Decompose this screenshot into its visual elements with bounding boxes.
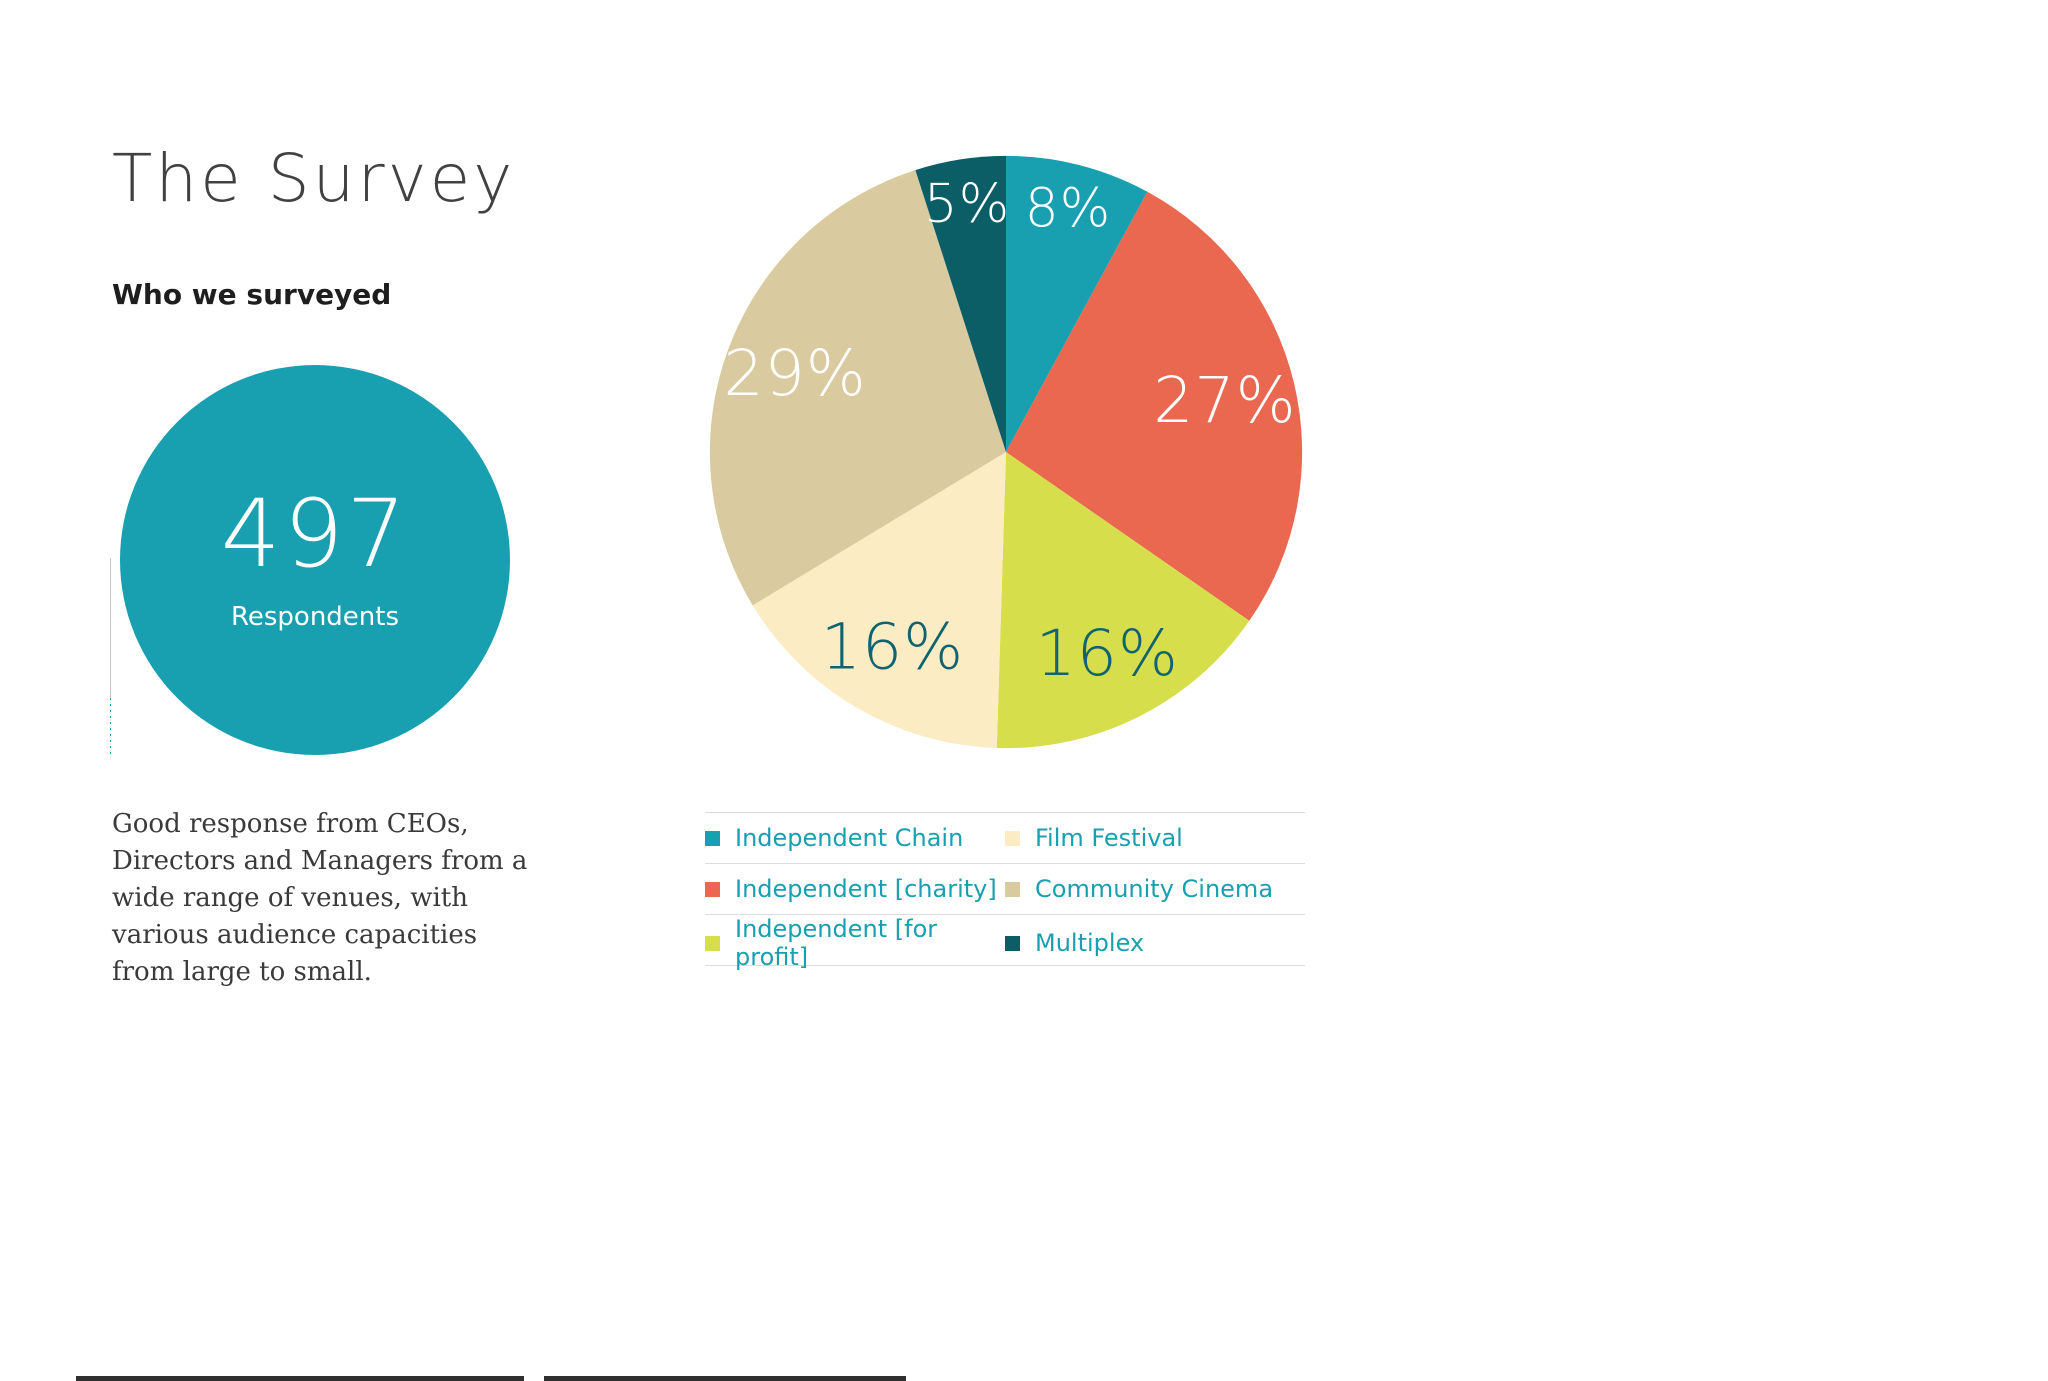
- section-subtitle: Who we surveyed: [112, 278, 392, 311]
- legend-item-independent-charity: Independent [charity]: [705, 875, 1005, 903]
- bracket-decoration: [110, 558, 116, 754]
- respondents-circle: 497 Respondents: [120, 365, 510, 755]
- respondents-label: Respondents: [230, 602, 400, 632]
- pie-chart: 8% 27% 16% 16% 29% 5%: [700, 146, 1312, 758]
- legend-row: Independent Chain Film Festival: [705, 812, 1305, 863]
- legend-item-independent-for-profit: Independent [for profit]: [705, 915, 1005, 971]
- legend-swatch-independent-charity: [705, 881, 720, 897]
- pie-value-label-multiplex: 5%: [924, 172, 1011, 234]
- cropped-content-edge: [544, 1376, 906, 1381]
- pie-slice-independent-for-profit: [996, 452, 1250, 749]
- cropped-content-edge: [76, 1376, 524, 1381]
- legend-item-film-festival: Film Festival: [1005, 824, 1305, 852]
- legend-label: Multiplex: [1035, 929, 1145, 957]
- survey-description: Good response from CEOs, Directors and M…: [112, 809, 528, 987]
- legend-label: Independent [charity]: [735, 875, 997, 903]
- legend-item-multiplex: Multiplex: [1005, 929, 1305, 957]
- legend-item-independent-chain: Independent Chain: [705, 824, 1005, 852]
- pie-value-label-independent-charity: 27%: [1153, 363, 1296, 437]
- pie-value-label-community-cinema: 29%: [723, 336, 866, 410]
- pie-value-label-independent-for-profit: 16%: [1036, 616, 1179, 690]
- pie-value-label-independent-chain: 8%: [1025, 177, 1112, 239]
- bracket-solid-line: [110, 558, 111, 698]
- legend-swatch-independent-chain: [705, 830, 720, 846]
- pie-chart-svg: 8% 27% 16% 16% 29% 5%: [709, 155, 1303, 749]
- pie-legend: Independent Chain Film Festival Independen…: [705, 812, 1305, 971]
- pie-slice-multiplex: [915, 155, 1006, 452]
- bracket-dotted-line: [110, 698, 111, 754]
- legend-item-community-cinema: Community Cinema: [1005, 875, 1305, 903]
- legend-label: Community Cinema: [1035, 875, 1274, 903]
- legend-row: Independent [for profit] Multiplex: [705, 914, 1305, 971]
- pie-slice-community-cinema: [709, 170, 1006, 606]
- legend-swatch-independent-for-profit: [705, 935, 720, 951]
- legend-label: Independent Chain: [735, 824, 964, 852]
- respondents-count: 497: [220, 480, 410, 589]
- pie-slice-independent-charity: [1006, 191, 1303, 621]
- legend-swatch-film-festival: [1005, 830, 1020, 846]
- legend-label: Independent [for profit]: [735, 915, 938, 971]
- legend-swatch-multiplex: [1005, 935, 1020, 951]
- pie-value-label-film-festival: 16%: [821, 609, 964, 683]
- legend-swatch-community-cinema: [1005, 881, 1020, 897]
- legend-row: Independent [charity] Community Cinema: [705, 863, 1305, 914]
- page-title: The Survey: [112, 140, 516, 217]
- pie-slice-independent-chain: [1006, 155, 1148, 452]
- pie-slice-film-festival: [752, 452, 1006, 748]
- legend-label: Film Festival: [1035, 824, 1183, 852]
